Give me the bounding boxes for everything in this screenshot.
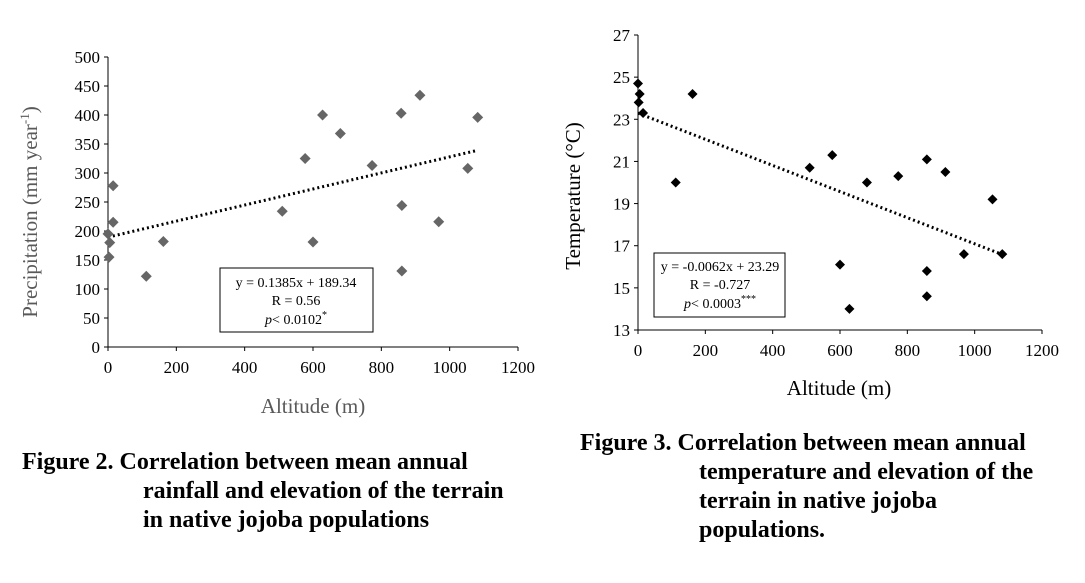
y-tick-label: 250 bbox=[75, 193, 101, 212]
y-tick-label: 300 bbox=[75, 164, 101, 183]
y-tick-label: 200 bbox=[75, 222, 101, 241]
data-point bbox=[307, 236, 319, 248]
data-point bbox=[396, 199, 408, 211]
svg-text:Precipitation (mm year-1): Precipitation (mm year-1) bbox=[17, 106, 42, 317]
annotation-p: p< 0.0102* bbox=[264, 310, 327, 328]
caption-line: rainfall and elevation of the terrain bbox=[143, 478, 504, 504]
figure-2-caption: Figure 2. Correlation between mean annua… bbox=[22, 448, 542, 535]
data-points bbox=[102, 89, 484, 282]
annotation-equation: y = 0.1385x + 189.34 bbox=[236, 276, 357, 291]
annotation-r: R = 0.56 bbox=[272, 294, 321, 309]
caption-line: terrain in native jojoba bbox=[699, 488, 937, 514]
data-point bbox=[276, 205, 288, 217]
data-point bbox=[396, 265, 408, 277]
data-point bbox=[334, 128, 346, 140]
y-axis-title: Precipitation (mm year-1) bbox=[17, 106, 42, 317]
data-point bbox=[317, 109, 329, 121]
data-point bbox=[102, 228, 114, 240]
y-tick-label: 350 bbox=[75, 135, 101, 154]
data-point bbox=[472, 111, 484, 123]
figure-3-caption: Figure 3. Correlation between mean annua… bbox=[580, 429, 1080, 545]
data-point bbox=[395, 107, 407, 119]
trendline bbox=[107, 148, 478, 239]
y-tick-label: 150 bbox=[75, 251, 101, 270]
caption-line: Figure 2. Correlation between mean annua… bbox=[22, 449, 468, 475]
x-tick-label: 1200 bbox=[501, 358, 535, 377]
trendline-path bbox=[107, 148, 478, 239]
caption-line: populations. bbox=[699, 517, 826, 543]
y-tick-label: 100 bbox=[75, 280, 101, 299]
y-tick-label: 50 bbox=[83, 309, 100, 328]
y-tick-labels: 0 50 100 150 200 250 300 350 400 450 500 bbox=[75, 48, 108, 357]
annotation-box bbox=[219, 267, 374, 333]
data-point bbox=[462, 162, 474, 174]
x-axis-title: Altitude (m) bbox=[261, 394, 365, 418]
x-tick-label: 800 bbox=[369, 358, 395, 377]
x-tick-label: 400 bbox=[232, 358, 258, 377]
data-point bbox=[433, 216, 445, 228]
y-tick-label: 400 bbox=[75, 106, 101, 125]
data-point bbox=[299, 153, 311, 164]
regression-annotation: y = 0.1385x + 189.34 R = 0.56 p< 0.0102* bbox=[219, 267, 374, 333]
x-tick-label: 600 bbox=[300, 358, 326, 377]
x-tick-label: 1000 bbox=[433, 358, 467, 377]
data-point bbox=[157, 235, 169, 247]
caption-line: in native jojoba populations bbox=[143, 507, 430, 533]
x-tick-label: 200 bbox=[164, 358, 190, 377]
data-point bbox=[107, 216, 119, 228]
x-tick-label: 0 bbox=[104, 358, 113, 377]
y-tick-label: 0 bbox=[92, 338, 101, 357]
x-tick-labels: 0 200 400 600 800 1000 1200 bbox=[104, 347, 535, 377]
data-point bbox=[107, 180, 119, 192]
data-point bbox=[366, 159, 378, 171]
data-point bbox=[103, 251, 115, 263]
axes bbox=[107, 57, 518, 348]
caption-line: temperature and elevation of the bbox=[699, 459, 1034, 485]
data-point bbox=[140, 270, 152, 282]
data-point bbox=[104, 237, 116, 249]
y-tick-label: 450 bbox=[75, 77, 101, 96]
data-point bbox=[414, 89, 426, 101]
y-tick-label: 500 bbox=[75, 48, 101, 67]
caption-line: Figure 3. Correlation between mean annua… bbox=[580, 430, 1026, 456]
